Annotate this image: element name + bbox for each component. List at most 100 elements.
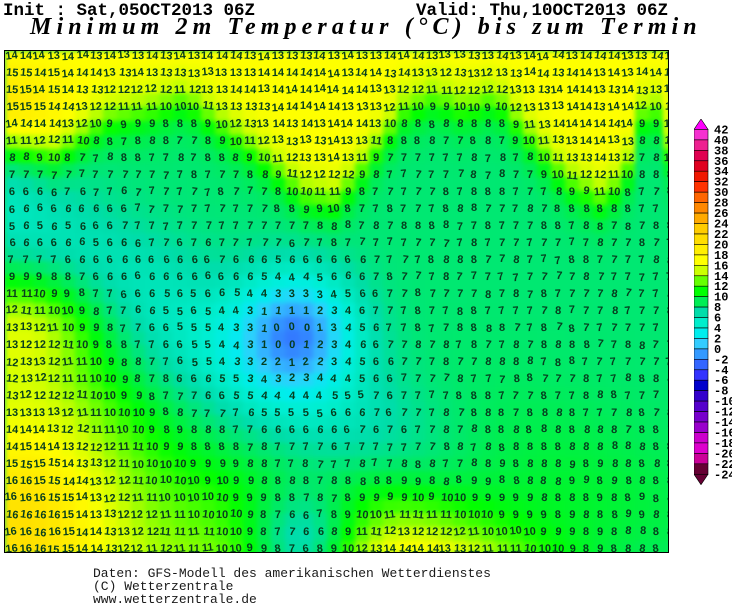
svg-text:12: 12	[61, 406, 74, 419]
svg-text:13: 13	[230, 67, 242, 79]
svg-text:7: 7	[653, 407, 661, 420]
svg-text:8: 8	[611, 203, 618, 215]
svg-text:9: 9	[190, 458, 196, 470]
svg-text:13: 13	[244, 67, 256, 79]
svg-text:8: 8	[373, 169, 380, 182]
svg-text:12: 12	[440, 526, 453, 539]
svg-text:7: 7	[526, 237, 534, 250]
svg-text:5: 5	[177, 321, 184, 333]
svg-text:6: 6	[37, 202, 44, 214]
svg-text:13: 13	[146, 67, 158, 79]
svg-text:8: 8	[513, 475, 521, 488]
svg-text:12: 12	[145, 509, 158, 522]
svg-text:7: 7	[415, 152, 421, 164]
svg-text:1: 1	[316, 322, 323, 334]
svg-text:8: 8	[500, 152, 506, 164]
svg-text:7: 7	[611, 220, 618, 232]
svg-text:7: 7	[484, 237, 491, 249]
svg-text:6: 6	[302, 543, 310, 553]
svg-text:9: 9	[569, 543, 576, 553]
svg-text:6: 6	[317, 424, 325, 437]
svg-text:8: 8	[23, 151, 31, 164]
svg-text:14: 14	[257, 51, 271, 63]
svg-text:13: 13	[188, 51, 200, 62]
svg-text:8: 8	[611, 492, 618, 504]
svg-text:13: 13	[509, 51, 522, 63]
svg-text:9: 9	[569, 509, 576, 521]
svg-text:9: 9	[246, 542, 253, 553]
svg-text:7: 7	[289, 526, 296, 538]
svg-text:8: 8	[457, 441, 464, 454]
svg-text:13: 13	[425, 66, 439, 80]
svg-text:7: 7	[303, 492, 310, 505]
svg-text:14: 14	[369, 66, 383, 79]
svg-text:6: 6	[176, 271, 183, 283]
svg-text:7: 7	[247, 424, 253, 436]
svg-text:7: 7	[400, 203, 406, 215]
svg-text:12: 12	[481, 83, 494, 96]
svg-text:4: 4	[317, 372, 324, 384]
svg-text:11: 11	[146, 492, 158, 504]
svg-text:9: 9	[330, 543, 337, 553]
svg-text:7: 7	[219, 169, 226, 181]
svg-text:7: 7	[527, 186, 533, 198]
svg-text:14: 14	[398, 67, 412, 80]
svg-text:7: 7	[442, 152, 449, 165]
svg-text:15: 15	[20, 67, 33, 80]
svg-text:14: 14	[327, 151, 342, 165]
svg-text:11: 11	[132, 475, 145, 488]
svg-text:8: 8	[121, 357, 128, 369]
svg-text:14: 14	[62, 458, 76, 470]
svg-text:7: 7	[639, 272, 646, 284]
svg-text:15: 15	[19, 83, 32, 96]
svg-text:8: 8	[386, 203, 393, 215]
svg-text:10: 10	[187, 101, 199, 113]
svg-text:12: 12	[118, 474, 131, 487]
svg-text:7: 7	[79, 168, 86, 180]
svg-text:6: 6	[79, 254, 87, 267]
svg-text:12: 12	[144, 83, 157, 96]
svg-text:13: 13	[271, 134, 284, 147]
svg-text:11: 11	[20, 135, 32, 147]
svg-text:9: 9	[233, 475, 240, 487]
svg-text:6: 6	[359, 305, 365, 317]
svg-text:7: 7	[666, 271, 669, 283]
svg-text:7: 7	[386, 254, 394, 267]
svg-text:6: 6	[177, 254, 183, 266]
svg-text:4: 4	[302, 390, 310, 402]
svg-text:4: 4	[233, 340, 241, 353]
svg-text:3: 3	[331, 305, 339, 318]
svg-text:8: 8	[568, 323, 576, 336]
svg-text:13: 13	[664, 118, 669, 130]
svg-text:3: 3	[247, 305, 253, 317]
svg-text:8: 8	[625, 221, 631, 233]
svg-text:11: 11	[201, 541, 214, 553]
svg-text:6: 6	[261, 424, 268, 436]
svg-text:14: 14	[146, 51, 160, 62]
svg-text:14: 14	[594, 51, 609, 63]
svg-text:8: 8	[485, 135, 492, 147]
svg-text:5: 5	[288, 407, 294, 419]
svg-text:8: 8	[484, 424, 491, 436]
svg-text:7: 7	[402, 254, 410, 267]
svg-text:8: 8	[471, 202, 477, 214]
svg-text:7: 7	[512, 272, 519, 285]
svg-text:11: 11	[425, 84, 438, 97]
svg-text:12: 12	[118, 84, 130, 96]
svg-text:12: 12	[480, 66, 493, 79]
svg-text:8: 8	[652, 493, 659, 505]
svg-text:5: 5	[344, 390, 352, 403]
svg-text:8: 8	[667, 169, 669, 181]
svg-text:13: 13	[33, 355, 47, 368]
svg-text:8: 8	[471, 118, 477, 130]
svg-text:8: 8	[639, 340, 646, 352]
svg-text:9: 9	[625, 508, 633, 521]
svg-text:12: 12	[117, 509, 130, 522]
svg-text:16: 16	[19, 492, 32, 505]
svg-text:8: 8	[611, 526, 617, 538]
svg-text:9: 9	[512, 492, 519, 504]
svg-text:8: 8	[583, 373, 590, 385]
svg-text:14: 14	[90, 526, 103, 538]
svg-text:10: 10	[158, 491, 171, 504]
svg-text:7: 7	[428, 203, 436, 216]
